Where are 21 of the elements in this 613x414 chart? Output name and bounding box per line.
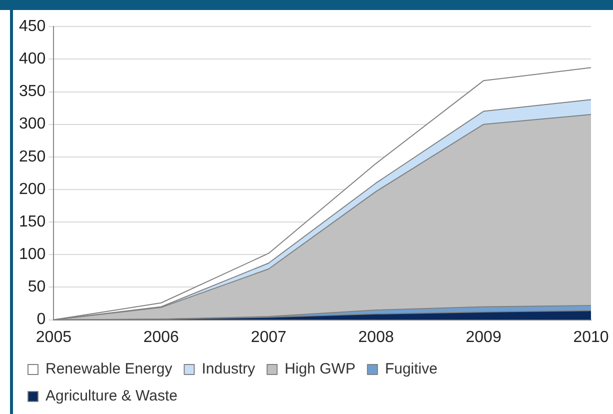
x-tick-label: 2008: [358, 328, 394, 346]
x-tick-label: 2009: [466, 328, 502, 346]
x-tick-label: 2006: [143, 328, 180, 346]
y-tick-label: 300: [18, 116, 46, 133]
x-tick-label: 2005: [36, 328, 72, 346]
y-tick-label: 400: [18, 50, 46, 68]
y-tick-label: 250: [18, 148, 46, 166]
y-tick-label: 50: [28, 278, 46, 296]
x-tick-label: 2007: [250, 328, 287, 346]
y-tick-label: 350: [18, 83, 46, 100]
legend-label: Renewable Energy: [46, 360, 173, 378]
legend-label: Agriculture & Waste: [46, 388, 178, 405]
legend-label: Fugitive: [384, 360, 438, 378]
y-tick-label: 450: [18, 18, 46, 36]
y-tick-label: 100: [18, 246, 46, 264]
legend-label: High GWP: [284, 360, 356, 378]
y-tick-label: 150: [18, 213, 46, 230]
x-tick-label: 2010: [573, 328, 609, 346]
y-tick-label: 0: [36, 311, 46, 328]
y-tick-label: 200: [18, 180, 46, 198]
legend-label: Industry: [202, 360, 256, 378]
